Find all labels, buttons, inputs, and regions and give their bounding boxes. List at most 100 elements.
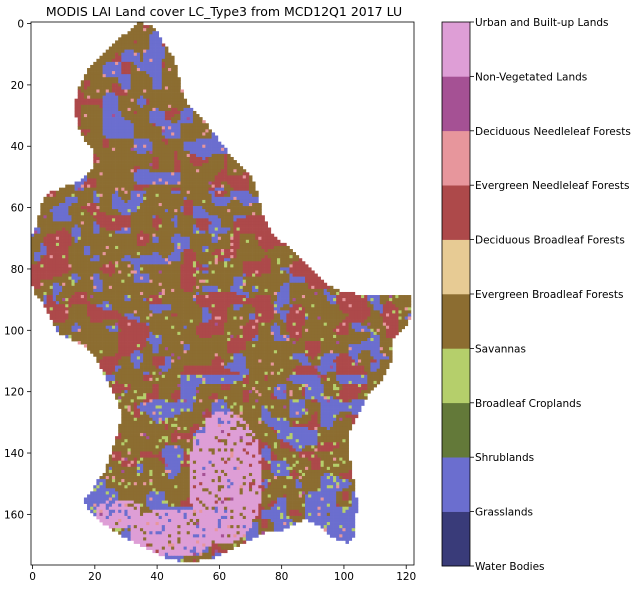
map-pixel (77, 184, 82, 189)
map-pixel (80, 126, 85, 130)
map-pixel (199, 181, 203, 185)
map-pixel (102, 71, 107, 75)
map-pixel (183, 120, 188, 124)
map-pixel (139, 68, 144, 72)
map-pixel (93, 276, 97, 281)
map-pixel (143, 270, 147, 274)
map-pixel (93, 135, 97, 139)
map-pixel (118, 58, 122, 63)
map-pixel (37, 242, 41, 247)
map-pixel (52, 295, 57, 299)
map-pixel (199, 252, 203, 256)
map-pixel (158, 178, 163, 182)
map-pixel (139, 190, 144, 195)
map-pixel (99, 95, 103, 100)
map-pixel (245, 249, 250, 253)
map-pixel (31, 267, 35, 271)
map-pixel (192, 135, 197, 139)
map-pixel (105, 239, 110, 244)
map-pixel (404, 295, 409, 299)
map-pixel (155, 279, 160, 284)
map-pixel (105, 86, 110, 90)
map-pixel (139, 160, 144, 164)
map-pixel (105, 147, 110, 152)
map-pixel (65, 285, 69, 290)
map-pixel (124, 92, 128, 96)
map-pixel (155, 43, 160, 47)
map-pixel (155, 212, 160, 216)
map-pixel (158, 126, 163, 130)
map-pixel (214, 276, 219, 281)
map-pixel (233, 163, 237, 167)
map-pixel (351, 295, 356, 299)
map-pixel (261, 224, 265, 228)
map-pixel (171, 144, 175, 149)
map-pixel (208, 282, 212, 287)
map-pixel (80, 288, 85, 293)
map-pixel (236, 245, 240, 250)
map-pixel (87, 236, 91, 241)
map-pixel (239, 264, 244, 268)
map-pixel (139, 212, 144, 216)
map-pixel (155, 74, 160, 78)
map-pixel (118, 255, 122, 259)
map-pixel (93, 252, 97, 256)
map-pixel (180, 175, 184, 179)
map-pixel (118, 141, 122, 146)
map-pixel (158, 255, 163, 259)
map-pixel (124, 264, 128, 268)
map-pixel (139, 120, 144, 124)
map-pixel (168, 282, 172, 287)
map-pixel (133, 209, 138, 213)
map-pixel (111, 230, 116, 235)
map-pixel (171, 242, 175, 247)
map-pixel (74, 218, 79, 222)
map-pixel (152, 288, 156, 293)
map-pixel (115, 141, 119, 146)
map-pixel (108, 279, 113, 284)
map-pixel (236, 255, 240, 259)
map-pixel (102, 282, 107, 287)
map-pixel (105, 172, 110, 176)
map-pixel (124, 255, 128, 259)
map-pixel (127, 252, 131, 256)
map-pixel (40, 261, 44, 265)
map-pixel (71, 215, 75, 219)
map-pixel (52, 301, 57, 305)
map-pixel (180, 89, 184, 93)
map-pixel (186, 215, 191, 219)
map-pixel (177, 270, 181, 274)
map-pixel (121, 120, 125, 124)
map-pixel (168, 190, 172, 195)
map-pixel (31, 279, 35, 284)
map-pixel (236, 264, 240, 268)
map-pixel (202, 120, 206, 124)
map-pixel (242, 218, 247, 222)
map-pixel (164, 147, 169, 152)
map-pixel (149, 203, 153, 207)
map-pixel (77, 206, 82, 210)
map-pixel (115, 276, 119, 281)
map-pixel (71, 298, 75, 302)
map-pixel (136, 261, 141, 265)
map-pixel (245, 190, 250, 195)
map-pixel (242, 187, 247, 192)
map-pixel (108, 92, 113, 96)
map-pixel (217, 187, 222, 192)
map-pixel (115, 61, 119, 66)
map-pixel (130, 169, 135, 173)
map-pixel (211, 169, 216, 173)
map-pixel (245, 255, 250, 259)
map-pixel (96, 236, 100, 241)
map-pixel (236, 184, 240, 189)
map-pixel (52, 258, 57, 262)
map-pixel (133, 242, 138, 247)
map-pixel (99, 255, 103, 259)
map-pixel (202, 147, 206, 152)
map-pixel (152, 153, 156, 158)
map-pixel (99, 172, 103, 176)
map-pixel (133, 261, 138, 265)
map-pixel (83, 264, 88, 268)
map-pixel (80, 123, 85, 127)
map-pixel (180, 245, 184, 250)
